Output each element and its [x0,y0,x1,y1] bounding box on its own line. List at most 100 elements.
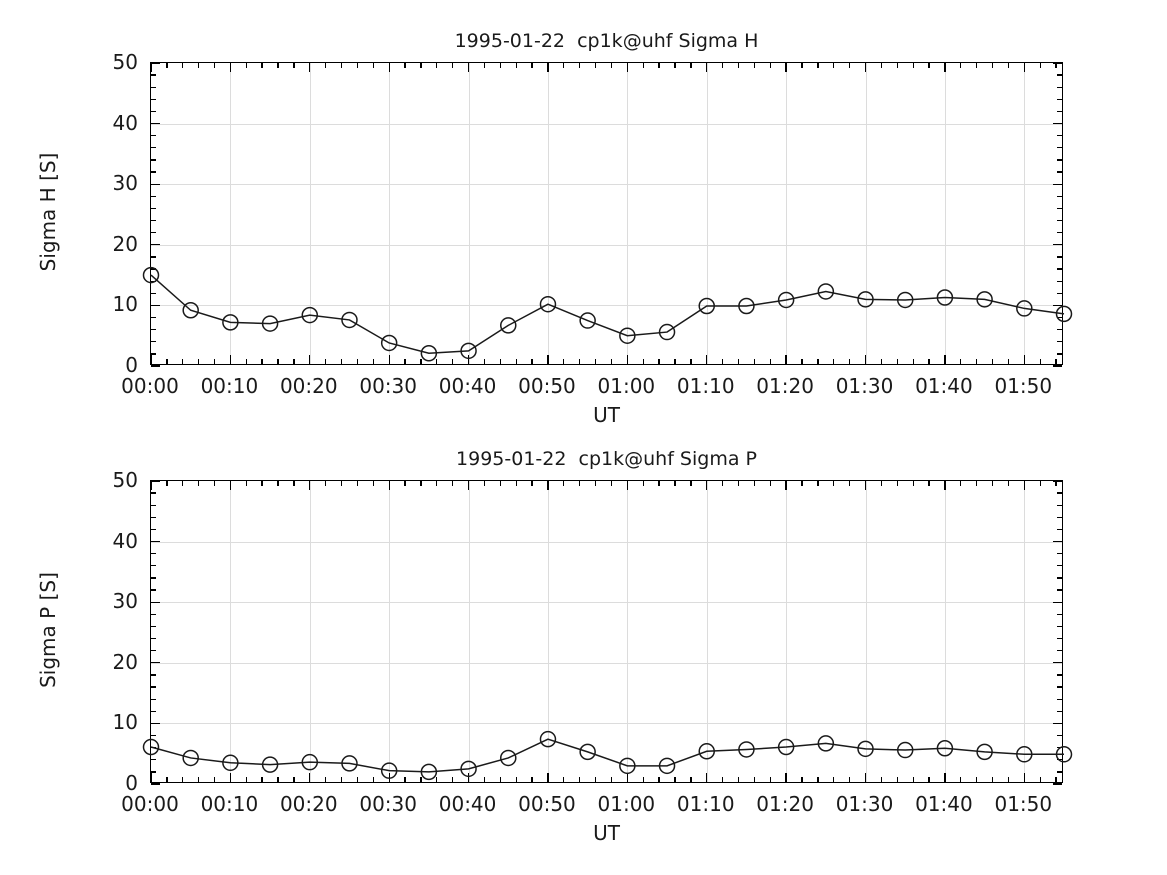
y-axis-tick-minor [151,353,156,355]
grid-line-vertical [468,481,470,782]
y-axis-tick-major [151,365,160,367]
x-axis-tick-minor [182,777,184,782]
x-axis-tick-minor [848,481,851,486]
x-axis-tick-minor [801,63,803,68]
y-axis-tick-label: 50 [112,50,138,74]
x-axis-tick-minor [991,63,994,68]
y-axis-tick-major [1053,662,1062,664]
y-axis-tick-major [151,304,160,307]
x-axis-tick-major [547,481,549,490]
x-axis-tick-minor [563,359,565,364]
y-axis-tick-minor [1057,565,1062,567]
y-axis-tick-minor [1057,86,1062,88]
x-axis-tick-minor [420,481,422,486]
x-axis-tick-label: 01:30 [835,374,894,398]
x-axis-tick-minor [499,359,501,364]
y-axis-tick-major [1053,122,1062,125]
x-axis-tick-minor [769,777,771,782]
x-axis-tick-minor [960,63,962,68]
x-axis-tick-minor [674,63,676,68]
x-axis-tick-minor [277,63,279,68]
y-axis-tick-major [151,480,160,482]
x-axis-tick-minor [610,777,613,782]
x-axis-tick-major [944,481,946,490]
y-axis-tick-minor [151,686,156,688]
x-axis-tick-minor [325,359,327,364]
plot-area-sigma-p [142,480,1073,785]
x-axis-tick-minor [737,777,740,782]
y-axis-tick-minor [151,698,156,700]
x-axis-tick-minor [912,481,914,486]
x-axis-tick-minor [277,481,279,486]
grid-line-horizontal [151,244,1062,246]
y-axis-tick-minor [1057,613,1062,615]
x-axis-tick-minor [436,63,438,68]
x-axis-tick-major [547,355,549,364]
x-axis-tick-minor [769,481,771,486]
x-axis-tick-minor [213,359,216,364]
y-axis-tick-label: 10 [112,710,138,735]
x-axis-tick-major [309,481,311,490]
y-axis-tick-minor [151,565,156,567]
x-axis-tick-major [944,773,946,782]
data-point-marker [261,315,279,332]
x-axis-tick-major [467,773,470,782]
x-axis-tick-minor [261,777,263,782]
x-axis-tick-minor [452,359,454,364]
x-axis-tick-minor [483,63,486,68]
x-axis-tick-minor [642,359,644,364]
y-axis-tick-minor [151,589,156,591]
y-axis-tick-major [1053,62,1062,64]
y-axis-tick-minor [151,613,156,615]
x-axis-tick-label: 01:00 [597,792,656,816]
x-axis-tick-label: 01:30 [835,792,894,816]
grid-line-horizontal [151,723,1062,725]
data-point-marker [817,735,835,752]
x-axis-tick-major [309,773,311,782]
panel-sigma-h: 1995-01-22 cp1k@uhf Sigma H Sigma H [S] … [0,0,1167,437]
y-axis-tick-minor [151,341,156,343]
data-point-marker [658,757,676,775]
x-axis-tick-major [547,773,549,782]
x-axis-tick-minor [261,359,263,364]
x-axis-tick-minor [293,481,295,486]
x-axis-tick-minor [452,481,454,486]
grid-line-horizontal [151,123,1062,125]
y-axis-tick-minor [1057,341,1062,343]
x-axis-tick-minor [325,63,327,68]
grid-line-vertical [706,63,708,364]
x-axis-tick-minor [356,777,359,782]
x-axis-tick-minor [912,777,914,782]
y-axis-tick-minor [1057,328,1062,331]
x-axis-tick-minor [960,481,962,486]
y-axis-tick-minor [1057,553,1062,555]
x-axis-tick-minor [594,359,597,364]
x-axis-tick-major [864,773,867,782]
y-axis-tick-minor [151,98,156,100]
y-axis-tick-minor [1057,698,1062,700]
x-axis-tick-minor [166,481,168,486]
y-axis-tick-major [1053,722,1062,725]
y-axis-tick-major [1053,304,1062,307]
data-point-marker [579,312,596,329]
x-axis-tick-minor [817,777,819,782]
x-axis-tick-major [706,63,708,72]
grid-line-vertical [468,63,470,364]
y-axis-tick-minor [151,135,156,137]
data-series-p [142,730,1073,781]
y-axis-tick-minor [151,207,156,210]
y-axis-tick-minor [1057,492,1062,494]
y-axis-tick-minor [151,110,156,113]
y-axis-tick-major [1053,601,1062,603]
x-axis-tick-minor [801,481,803,486]
x-axis-tick-minor [579,481,581,486]
data-point-marker [1016,300,1033,317]
x-axis-tick-label: 00:20 [279,374,338,398]
y-axis-tick-major [1053,783,1062,785]
data-point-marker [500,749,517,767]
chart-title-sigma-p: 1995-01-22 cp1k@uhf Sigma P [456,448,757,470]
x-axis-tick-major [467,355,470,364]
data-point-marker [936,289,954,306]
x-axis-tick-minor [721,63,724,68]
y-axis-tick-minor [151,637,156,640]
